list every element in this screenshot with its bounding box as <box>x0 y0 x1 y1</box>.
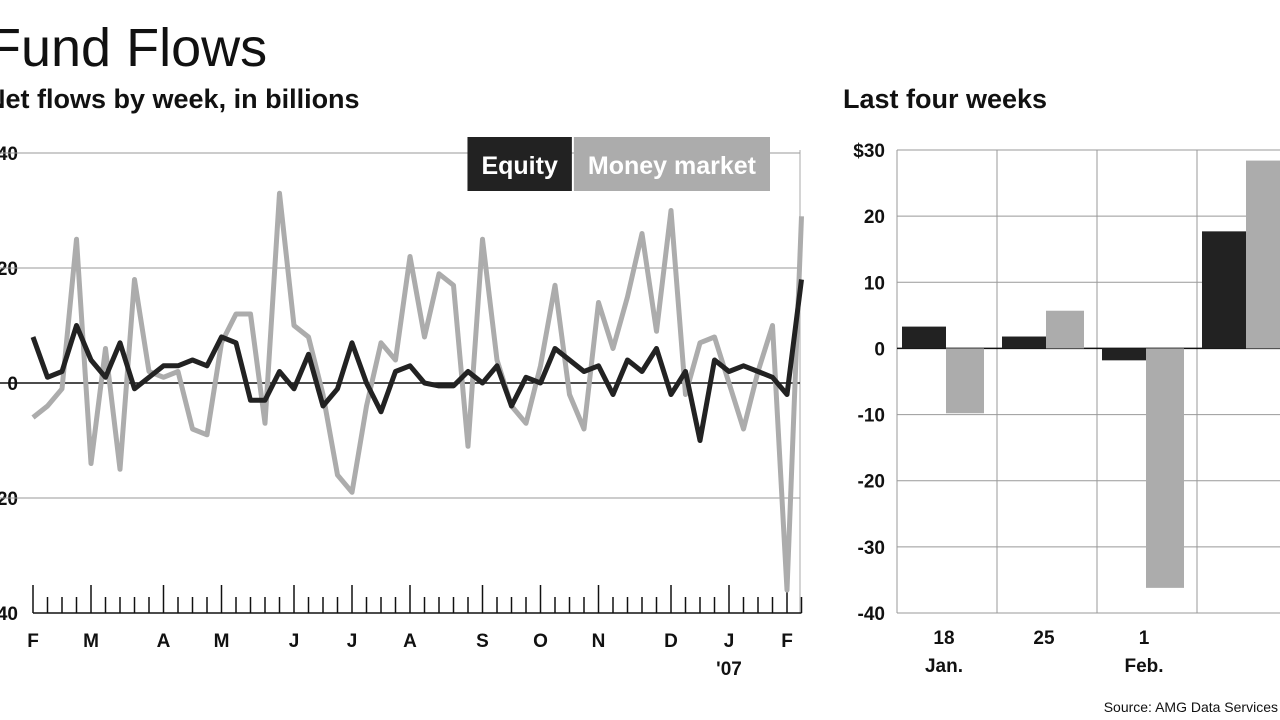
bar <box>1102 348 1146 361</box>
chart-subtitle: Net flows by week, in billions <box>0 84 360 114</box>
bar <box>1002 336 1046 349</box>
y-tick-label: $40 <box>0 144 18 165</box>
y-tick-label: 0 <box>874 339 885 360</box>
bar <box>1246 160 1280 349</box>
chart-title: Fund Flows <box>0 18 267 78</box>
x-tick-label: A <box>403 631 417 652</box>
x-tick-label-line: Jan. <box>925 656 963 677</box>
x-tick-label: F <box>781 631 793 652</box>
y-tick-label: -20 <box>0 489 18 510</box>
year-annotation: '07 <box>716 659 742 680</box>
chart-title: Last four weeks <box>843 84 1047 114</box>
y-tick-label: -10 <box>858 406 885 427</box>
y-tick-label: 10 <box>864 273 885 294</box>
source-note: Source: AMG Data Services <box>1104 699 1278 715</box>
line-series <box>30 279 804 443</box>
y-tick-label: 0 <box>7 374 18 395</box>
bar <box>1046 310 1084 349</box>
x-tick-label: 18 Jan. <box>925 628 963 677</box>
x-tick-label: M <box>214 631 230 652</box>
x-tick-label-line: 25 <box>1033 628 1055 649</box>
x-tick-label: J <box>347 631 358 652</box>
x-tick-label: N <box>592 631 606 652</box>
y-tick-label: -30 <box>858 538 885 559</box>
y-tick-label: -40 <box>858 604 885 625</box>
bar <box>902 326 946 349</box>
y-tick-label: -20 <box>858 472 885 493</box>
y-tick-label: 20 <box>864 207 885 228</box>
x-tick-label: 25 <box>1033 628 1055 649</box>
bar <box>1146 348 1184 588</box>
x-tick-label: F <box>27 631 39 652</box>
x-tick-label-line: Feb. <box>1124 656 1163 677</box>
x-tick-label: J <box>724 631 735 652</box>
legend-label: Money market <box>588 152 757 180</box>
y-tick-label: $30 <box>853 141 885 162</box>
y-tick-label: 20 <box>0 259 18 280</box>
x-tick-label: D <box>664 631 678 652</box>
y-tick-label: -40 <box>0 604 18 625</box>
legend-item: Money market <box>573 137 770 191</box>
line-series <box>31 190 804 593</box>
x-tick-label: 1 Feb. <box>1124 628 1163 677</box>
legend-label: Equity <box>481 152 557 180</box>
x-tick-label: A <box>157 631 171 652</box>
x-tick-label-line: 1 <box>1139 628 1150 649</box>
bar <box>946 348 984 414</box>
legend-swatch <box>467 137 572 191</box>
legend-item: Equity <box>467 137 572 191</box>
x-tick-label-line: 18 <box>933 628 954 649</box>
bar <box>1202 231 1246 349</box>
x-tick-label: S <box>476 631 489 652</box>
x-tick-label: J <box>289 631 300 652</box>
legend-swatch <box>573 137 770 191</box>
x-tick-label: O <box>533 631 548 652</box>
x-tick-label: M <box>83 631 99 652</box>
